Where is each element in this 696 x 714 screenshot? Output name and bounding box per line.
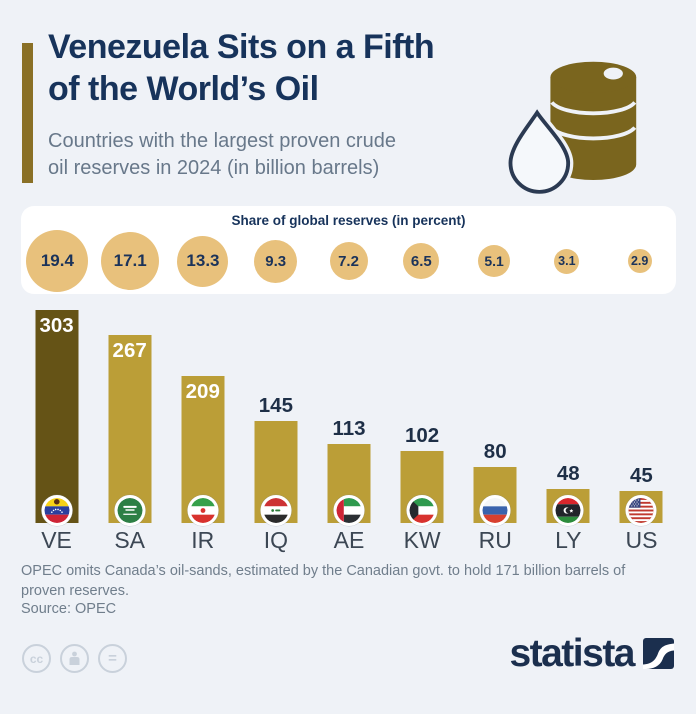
share-circle-column: 17.1 [94,228,167,294]
country-code-label: IR [191,527,215,553]
statista-wordmark: statista [509,632,635,675]
bar-chart: 303 VE 267 SA 209 IR 145 IQ 113 AE 102 KW 80 RU 48 LY 45… [20,300,678,553]
share-circle-column: 9.3 [239,228,312,294]
bar-value-label: 209 [185,380,220,403]
share-value-label: 2.9 [630,254,649,268]
share-circle-ru: 5.1 [478,245,511,277]
bar-sa [108,335,152,523]
share-circle-sa: 17.1 [101,232,160,290]
chart-column-ly: 48 LY [532,300,605,553]
footnote-line1: OPEC omits Canada’s oil-sands, estimated… [21,563,626,579]
chart-column-iq: 145 IQ [239,300,312,553]
bar-value-label: 267 [112,339,147,362]
bar-ve [35,310,79,523]
footnote-line2: proven reserves. [21,583,129,599]
oil-barrel-icon [506,61,637,197]
share-circle-kw: 6.5 [403,243,440,279]
share-circle-column: 3.1 [530,228,603,294]
chart-column-ve: 303 VE [20,300,93,553]
share-band-title: Share of global reserves (in percent) [231,213,466,228]
share-circle-us: 2.9 [627,249,652,273]
share-circle-column: 2.9 [603,228,676,294]
title-line1: Venezuela Sits on a Fifth [48,28,435,66]
footnote: OPEC omits Canada’s oil-sands, estimated… [21,561,671,601]
flag-us-icon [625,495,657,526]
subtitle-line1: Countries with the largest proven crude [48,130,396,152]
flag-ve-icon [41,495,73,526]
flag-ir-icon [187,495,219,526]
chart-column-us: 45 US [605,300,678,553]
chart-column-ae: 113 AE [312,300,385,553]
flag-iq-icon [260,495,292,526]
share-circle-iq: 9.3 [254,239,298,283]
share-value-label: 13.3 [186,251,220,270]
share-band: Share of global reserves (in percent) 19… [21,206,676,294]
share-circle-column: 19.4 [21,228,94,294]
country-code-label: IQ [263,527,289,553]
source-label: Source: OPEC [21,601,117,617]
country-code-label: US [625,527,658,553]
chart-subtitle: Countries with the largest proven crude o… [48,128,396,182]
chart-column-sa: 267 SA [93,300,166,553]
title-accent-bar [22,43,33,183]
share-value-label: 19.4 [40,251,74,270]
flag-ae-icon [333,495,365,526]
chart-column-kw: 102 KW [386,300,459,553]
share-circle-ir: 13.3 [177,235,229,287]
title-line2: of the World’s Oil [48,70,319,108]
share-circle-column: 7.2 [312,228,385,294]
share-value-label: 9.3 [265,252,287,270]
flag-ru-icon [479,495,511,526]
share-circle-ly: 3.1 [554,248,580,274]
equals-icon[interactable]: = [98,644,127,673]
subtitle-line2: oil reserves in 2024 (in billion barrels… [48,157,380,179]
water-drop-icon [508,109,571,194]
share-circle-column: 5.1 [458,228,531,294]
share-value-label: 7.2 [338,252,359,270]
statista-mark-icon [643,638,674,669]
share-value-label: 6.5 [410,252,432,270]
country-code-label: AE [333,527,365,553]
bar-value-label: 48 [556,462,580,485]
country-code-label: VE [41,527,72,553]
page-title: Venezuela Sits on a Fifth of the World’s … [48,26,435,110]
chart-column-ir: 209 IR [166,300,239,553]
share-circle-ve: 19.4 [26,230,89,292]
cc-icon-label: cc [29,651,44,666]
country-code-label: RU [478,527,512,553]
share-circle-column: 13.3 [167,228,240,294]
equals-icon-label: = [108,650,117,667]
statista-logo[interactable]: statista [509,634,674,673]
bar-value-label: 80 [483,440,507,463]
bar-value-label: 145 [258,394,293,417]
share-value-label: 5.1 [484,253,504,269]
share-circle-column: 6.5 [385,228,458,294]
flag-sa-icon [114,495,146,526]
bar-value-label: 303 [39,314,74,337]
cc-icon[interactable]: cc [22,644,51,673]
bar-value-label: 45 [630,464,653,487]
license-icons: cc = [22,644,127,673]
chart-column-ru: 80 RU [459,300,532,553]
country-code-label: LY [555,527,582,553]
country-code-label: KW [403,527,441,553]
share-circle-ae: 7.2 [329,242,368,280]
bar-value-label: 102 [404,424,440,447]
infographic-canvas: Venezuela Sits on a Fifth of the World’s … [20,26,678,673]
share-circles-row: 19.4 17.1 13.3 9.3 7.2 6.5 5.1 3.1 2.9 [21,228,676,294]
share-value-label: 3.1 [558,254,576,268]
attribution-person-icon[interactable] [60,644,89,673]
flag-kw-icon [406,495,438,526]
bar-value-label: 113 [332,417,366,440]
share-value-label: 17.1 [113,251,147,270]
flag-ly-icon [552,495,584,526]
country-code-label: SA [114,527,145,553]
